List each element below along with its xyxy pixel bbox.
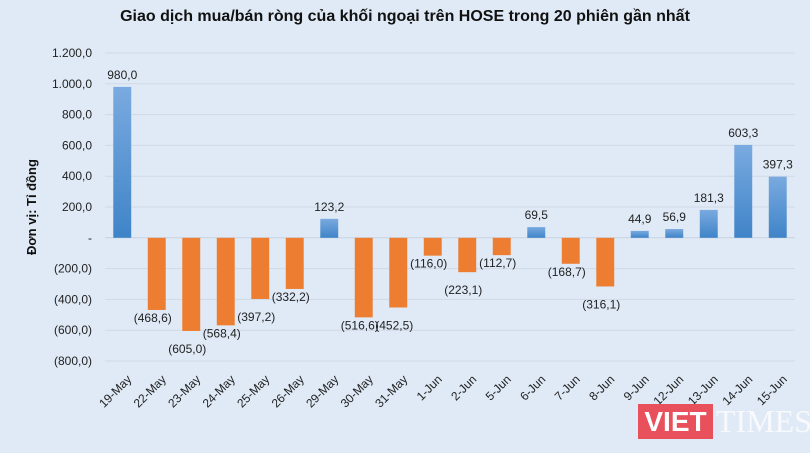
data-label: 123,2 [314,200,344,214]
x-tick-label: 19-May [96,372,134,410]
x-tick-label: 22-May [131,372,169,410]
data-label: 980,0 [107,68,137,82]
data-label: (116,0) [410,257,447,271]
x-tick-label: 23-May [165,372,203,410]
bar-26-May [285,237,304,289]
x-tick-label: 5-Jun [483,372,514,403]
bar-2-Jun [458,237,477,273]
x-tick-label: 29-May [303,372,341,410]
data-label: 69,5 [525,208,549,222]
logo-part-viet: VIET [638,404,713,439]
bar-13-Jun [699,209,718,238]
bar-25-May [251,237,270,299]
x-tick-label: 6-Jun [517,372,548,403]
data-label: (316,1) [582,297,620,311]
bar-8-Jun [596,237,615,287]
data-label: (397,2) [237,310,275,324]
x-tick-label: 1-Jun [414,372,445,403]
bar-6-Jun [527,227,546,238]
bar-24-May [216,237,235,326]
y-tick-label: 400,0 [62,169,92,183]
y-tick-label: 1.000,0 [52,77,92,91]
x-tick-label: 24-May [200,372,238,410]
y-tick-label: - [88,231,92,245]
bar-31-May [389,237,408,308]
x-tick-label: 25-May [234,372,272,410]
bar-30-May [354,237,373,318]
data-label: 397,3 [763,158,793,172]
data-label: 603,3 [728,126,758,140]
x-tick-label: 2-Jun [448,372,479,403]
bar-19-May [113,86,132,238]
bar-9-Jun [630,230,649,238]
bar-15-Jun [768,176,787,238]
data-label: (112,7) [479,256,516,270]
data-label: (452,5) [375,318,413,332]
y-tick-label: (400,0) [54,292,92,306]
y-tick-label: 200,0 [62,200,92,214]
data-label: 56,9 [663,210,687,224]
bar-23-May [182,237,201,331]
x-tick-label: 30-May [338,372,376,410]
x-tick-label: 9-Jun [621,372,652,403]
data-label: (568,4) [203,326,241,340]
x-tick-label: 26-May [269,372,307,410]
logo-part-times: TIMES [716,403,810,439]
y-tick-label: 1.200,0 [52,46,92,60]
data-label: (332,2) [272,290,310,304]
data-label: (468,6) [134,311,172,325]
y-axis-label: Đơn vị: Tỉ đồng [24,159,39,255]
data-label: 181,3 [694,191,724,205]
data-label: (605,0) [168,342,206,356]
x-tick-label: 8-Jun [586,372,617,403]
bar-12-Jun [665,229,684,238]
bar-22-May [147,237,166,310]
y-tick-label: (200,0) [54,262,92,276]
viettimes-logo: VIET TIMES [638,400,810,444]
y-tick-label: 800,0 [62,108,92,122]
y-tick-label: (800,0) [54,354,92,368]
bar-1-Jun [423,237,442,256]
data-label: 44,9 [628,212,652,226]
data-label: (223,1) [444,283,482,297]
x-tick-label: 31-May [372,372,410,410]
bar-29-May [320,218,339,238]
y-tick-label: (600,0) [54,323,92,337]
bar-7-Jun [561,237,580,264]
bar-14-Jun [734,144,753,238]
data-label: (516,6) [341,318,379,332]
chart-title: Giao dịch mua/bán ròng của khối ngoại tr… [120,8,690,25]
data-label: (168,7) [548,265,586,279]
x-tick-label: 7-Jun [552,372,583,403]
y-tick-label: 600,0 [62,138,92,152]
bar-5-Jun [492,237,511,256]
